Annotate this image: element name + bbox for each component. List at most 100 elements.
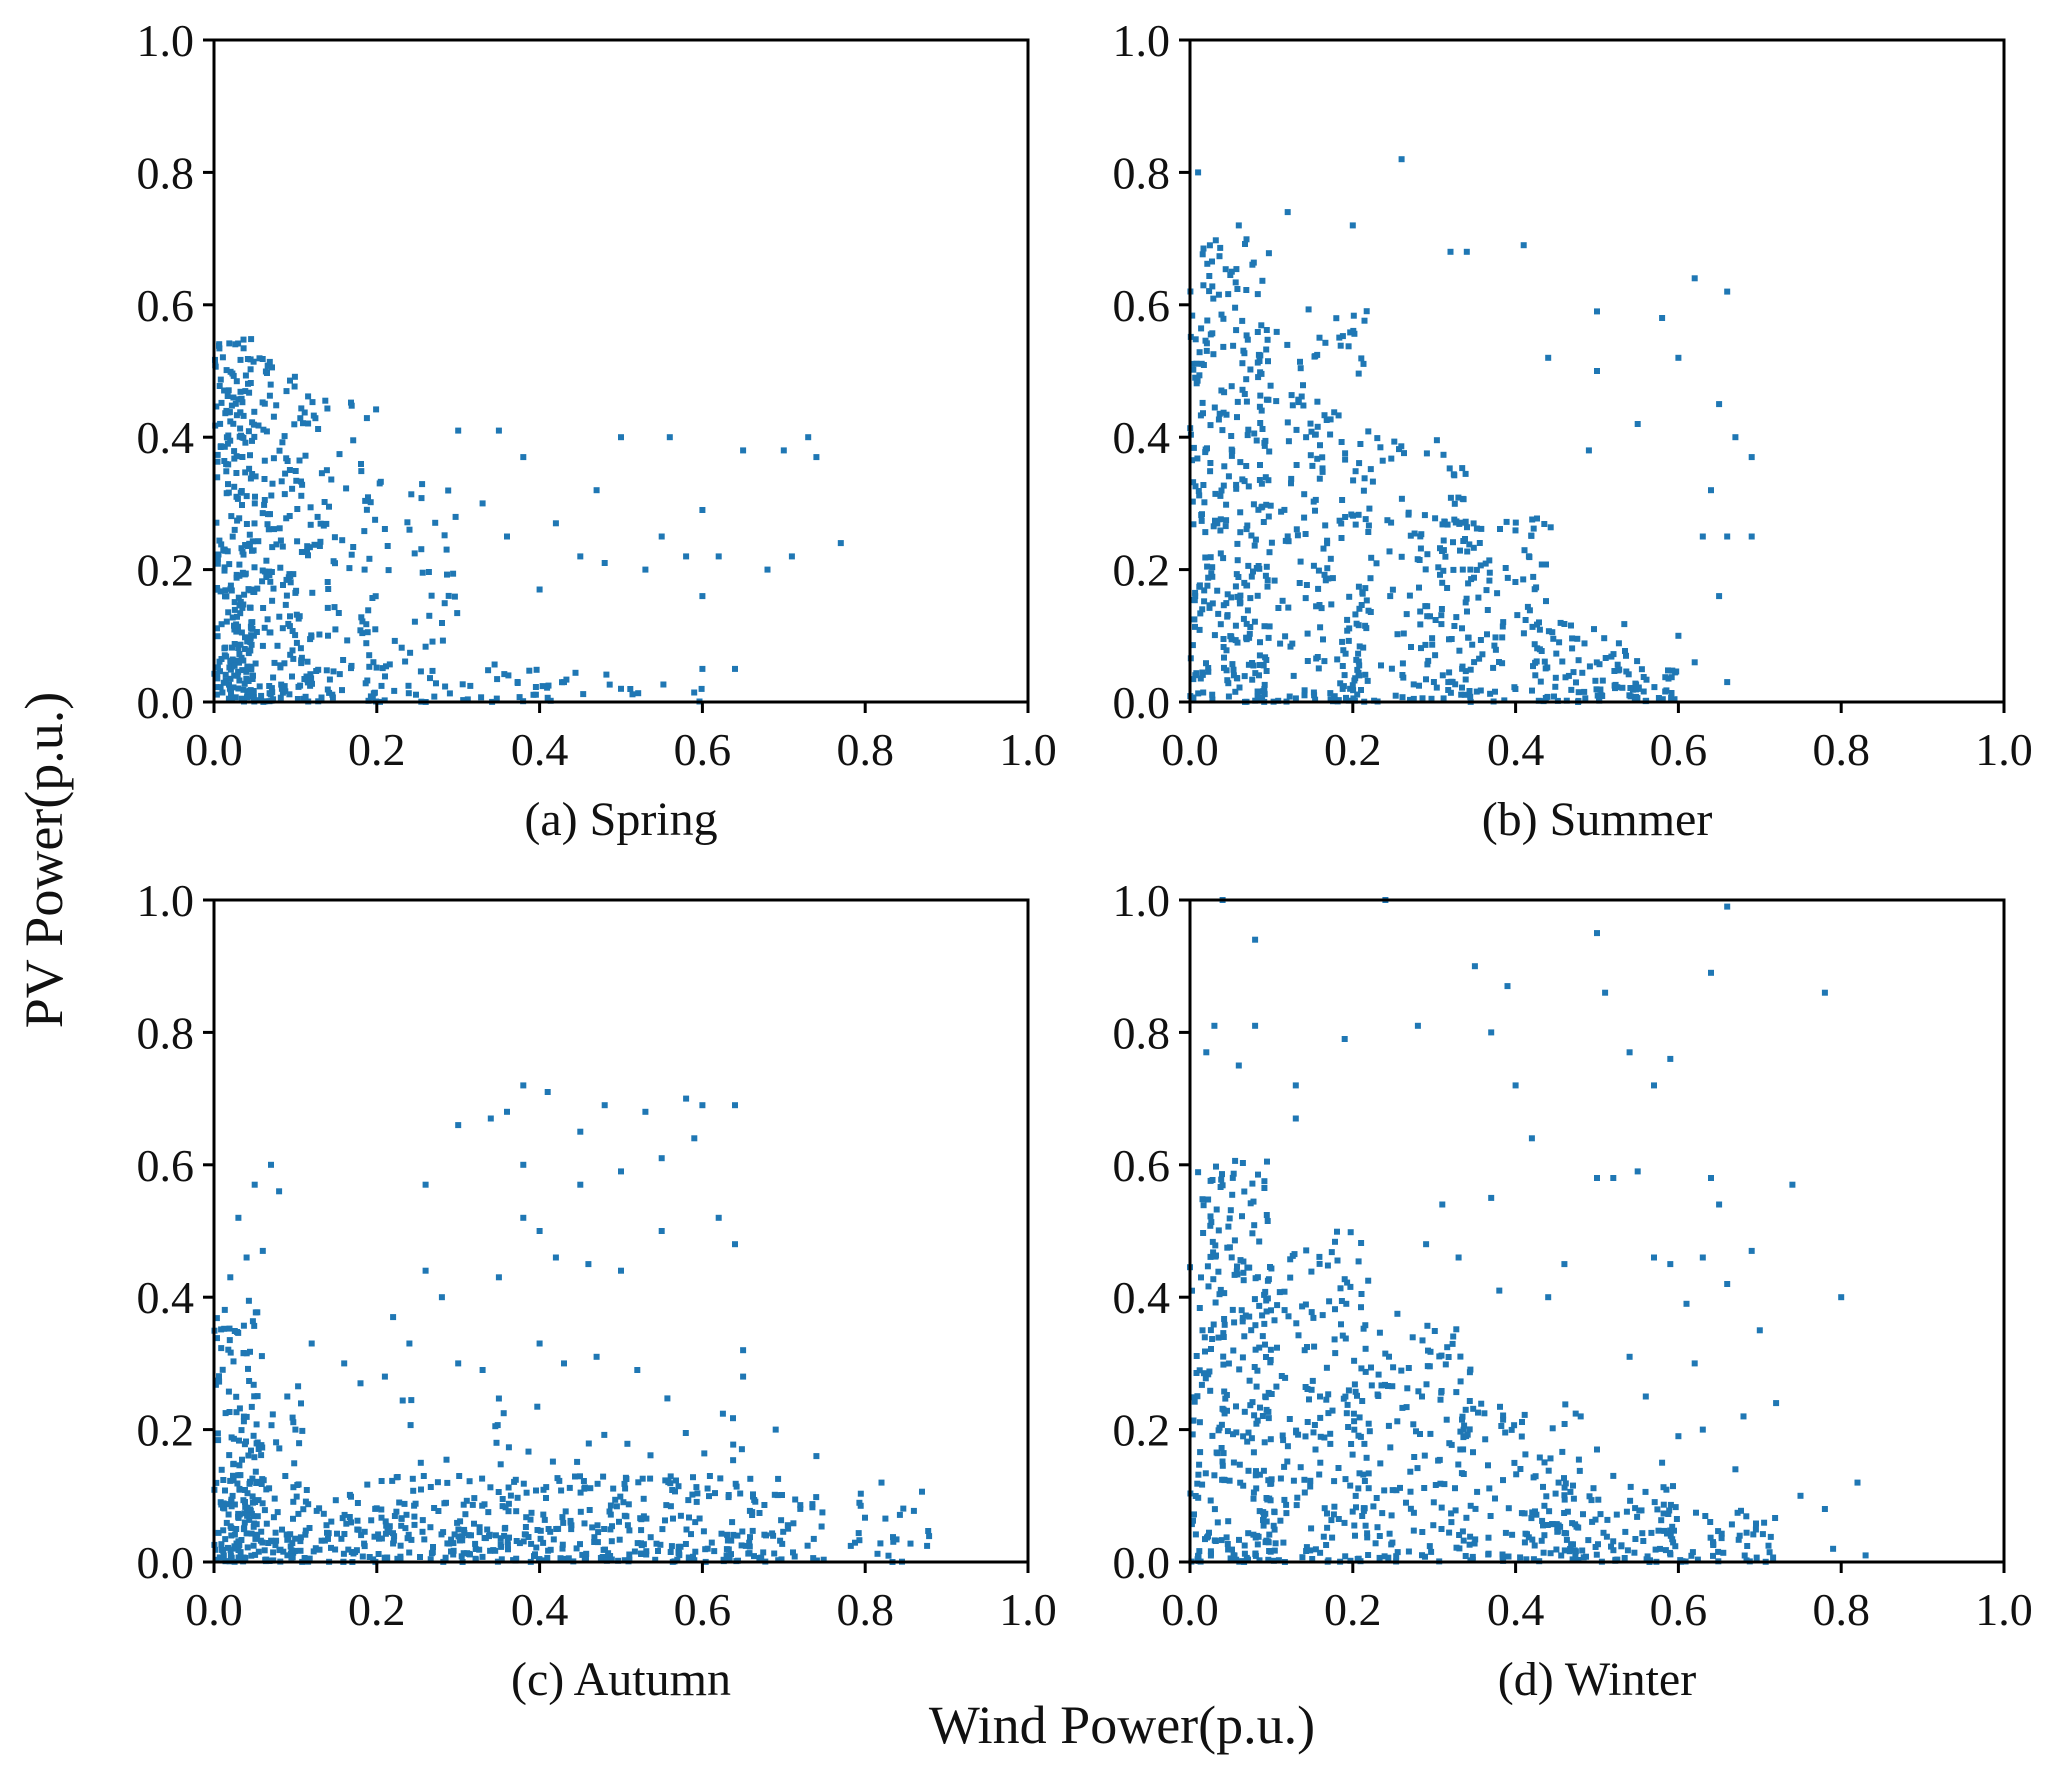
data-point bbox=[764, 566, 771, 573]
data-point bbox=[1466, 1398, 1473, 1404]
data-point bbox=[1455, 1461, 1462, 1468]
data-point bbox=[1472, 1505, 1479, 1512]
y-tick-label: 0.2 bbox=[1113, 1405, 1171, 1456]
data-point bbox=[1365, 1420, 1372, 1427]
data-point bbox=[462, 1511, 469, 1518]
data-point bbox=[487, 1484, 494, 1491]
data-point bbox=[287, 377, 293, 384]
data-point bbox=[1205, 665, 1212, 671]
data-point bbox=[718, 1530, 725, 1537]
data-point bbox=[1196, 349, 1203, 356]
data-point bbox=[1520, 630, 1527, 637]
data-point bbox=[1226, 1244, 1233, 1251]
data-point bbox=[1190, 479, 1197, 486]
data-point bbox=[691, 689, 698, 696]
data-point bbox=[1237, 459, 1244, 466]
data-point bbox=[1640, 1538, 1647, 1544]
data-point bbox=[393, 1508, 400, 1515]
data-point bbox=[1501, 697, 1508, 704]
data-point bbox=[217, 588, 224, 595]
data-point bbox=[1206, 288, 1213, 295]
data-point bbox=[237, 610, 244, 617]
data-point bbox=[366, 663, 373, 670]
data-point bbox=[1579, 1547, 1586, 1554]
data-point bbox=[411, 618, 418, 625]
data-point bbox=[1466, 688, 1473, 694]
data-point bbox=[1208, 1346, 1214, 1352]
data-point bbox=[1374, 435, 1381, 442]
data-point bbox=[1239, 386, 1246, 393]
data-point bbox=[308, 675, 315, 682]
data-point bbox=[1337, 1285, 1344, 1292]
data-point bbox=[297, 1534, 304, 1541]
data-point bbox=[1223, 501, 1230, 508]
data-point bbox=[1511, 1459, 1518, 1466]
data-point bbox=[244, 1544, 251, 1551]
data-point bbox=[446, 690, 453, 697]
data-point bbox=[1190, 366, 1197, 373]
data-point bbox=[231, 1501, 238, 1508]
data-point bbox=[1347, 329, 1354, 336]
data-point bbox=[1215, 1227, 1222, 1234]
data-point bbox=[1360, 1507, 1367, 1514]
data-point bbox=[1243, 1554, 1250, 1561]
data-point bbox=[396, 1499, 403, 1506]
data-point bbox=[315, 426, 322, 432]
data-point bbox=[1411, 530, 1418, 537]
data-point bbox=[1381, 1487, 1388, 1494]
data-point bbox=[1575, 689, 1582, 696]
data-point bbox=[642, 1108, 649, 1115]
data-point bbox=[1370, 1503, 1377, 1510]
data-point bbox=[1221, 1321, 1228, 1328]
data-point bbox=[259, 510, 266, 517]
data-point bbox=[248, 1510, 255, 1517]
data-point bbox=[259, 356, 266, 362]
data-point bbox=[460, 1501, 467, 1508]
data-point bbox=[335, 610, 342, 616]
data-point bbox=[504, 1108, 510, 1115]
data-point bbox=[1248, 1327, 1255, 1334]
data-point bbox=[492, 1423, 499, 1430]
data-point bbox=[1221, 1410, 1228, 1417]
data-points bbox=[1187, 156, 1755, 705]
data-point bbox=[1574, 635, 1581, 642]
data-point bbox=[1525, 553, 1532, 560]
data-point bbox=[1362, 516, 1369, 523]
data-point bbox=[1724, 533, 1731, 540]
data-point bbox=[593, 487, 600, 494]
data-point bbox=[1217, 1286, 1224, 1293]
data-point bbox=[1251, 430, 1258, 437]
data-point bbox=[1335, 1465, 1342, 1471]
data-point bbox=[460, 697, 467, 704]
data-point bbox=[775, 1475, 782, 1482]
data-point bbox=[1263, 563, 1270, 570]
data-point bbox=[1500, 1477, 1506, 1484]
data-point bbox=[1530, 1556, 1537, 1563]
data-point bbox=[1498, 1423, 1505, 1429]
data-point bbox=[213, 684, 219, 691]
data-point bbox=[439, 620, 445, 626]
y-tick-label: 0.6 bbox=[137, 1140, 195, 1191]
data-point bbox=[1613, 1511, 1620, 1518]
data-point bbox=[332, 560, 338, 567]
data-point bbox=[1217, 527, 1224, 534]
data-point bbox=[1358, 1365, 1365, 1372]
data-point bbox=[1199, 1196, 1206, 1203]
data-point bbox=[536, 586, 543, 593]
data-point bbox=[1417, 1431, 1423, 1437]
data-point bbox=[385, 567, 392, 574]
data-point bbox=[1536, 626, 1543, 633]
data-point bbox=[288, 1547, 295, 1554]
data-point bbox=[1524, 603, 1531, 610]
data-point bbox=[1199, 1481, 1206, 1488]
data-point bbox=[1514, 612, 1521, 619]
data-point bbox=[601, 1526, 608, 1532]
data-point bbox=[240, 412, 247, 419]
data-point bbox=[1492, 1495, 1498, 1502]
data-point bbox=[1580, 1554, 1587, 1561]
data-point bbox=[1341, 1519, 1348, 1526]
data-point bbox=[1623, 668, 1630, 675]
data-point bbox=[1540, 1549, 1547, 1556]
data-point bbox=[231, 455, 238, 462]
data-point bbox=[607, 1502, 614, 1509]
